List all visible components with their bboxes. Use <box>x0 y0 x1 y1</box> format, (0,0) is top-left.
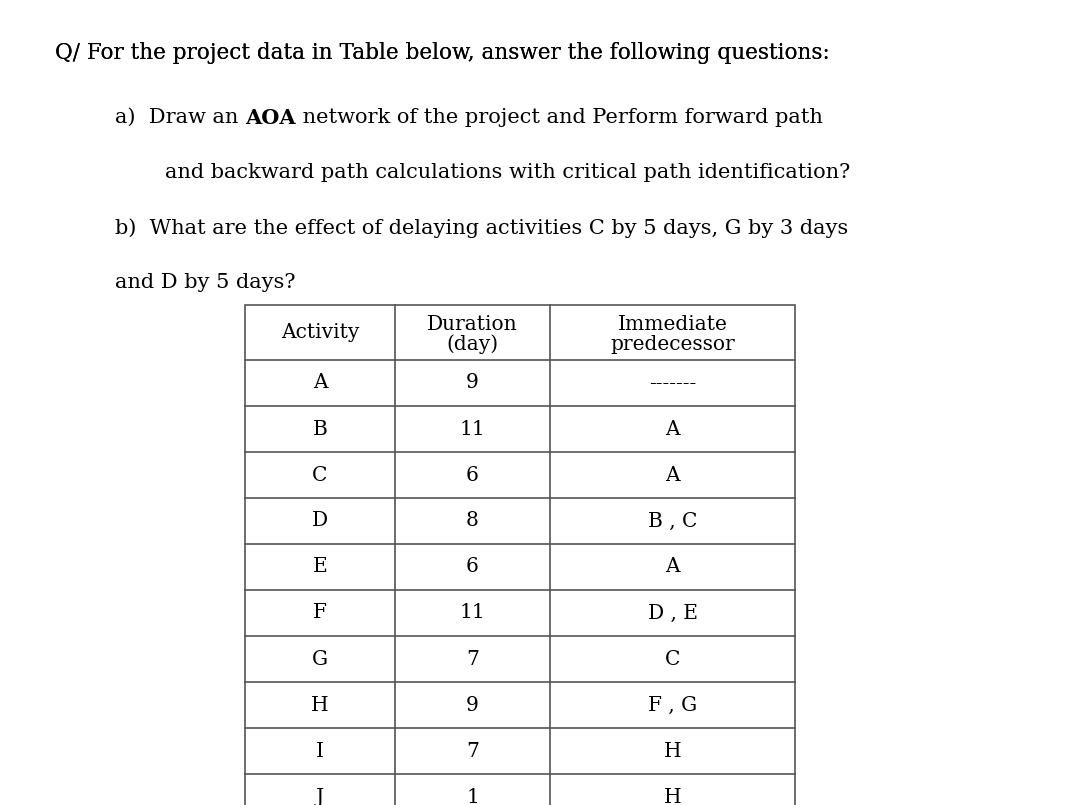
Text: H: H <box>311 696 328 715</box>
Text: 6: 6 <box>467 558 478 576</box>
Text: 11: 11 <box>460 604 485 622</box>
Text: and backward path calculations with critical path identification?: and backward path calculations with crit… <box>165 163 850 182</box>
Text: 1: 1 <box>467 787 478 805</box>
Text: H: H <box>664 787 681 805</box>
Text: 9: 9 <box>467 696 478 715</box>
Text: C: C <box>312 465 327 485</box>
Text: A: A <box>665 558 679 576</box>
Text: H: H <box>664 741 681 761</box>
Text: Activity: Activity <box>281 323 360 342</box>
Text: F , G: F , G <box>648 696 697 715</box>
Text: 11: 11 <box>460 419 485 439</box>
Text: B: B <box>312 419 327 439</box>
Text: J: J <box>316 787 324 805</box>
Text: Q/ For the project data in Table below, answer the following questions:: Q/ For the project data in Table below, … <box>55 42 829 64</box>
Text: 7: 7 <box>467 741 478 761</box>
Text: A: A <box>313 374 327 393</box>
Text: 6: 6 <box>467 465 478 485</box>
Text: G: G <box>312 650 328 668</box>
Text: predecessor: predecessor <box>610 335 734 354</box>
Text: Immediate: Immediate <box>618 315 728 334</box>
Text: AOA: AOA <box>245 108 296 128</box>
Bar <box>245 305 795 805</box>
Text: Duration: Duration <box>428 315 517 334</box>
Text: 9: 9 <box>467 374 478 393</box>
Text: Q/ For the project data in Table below, answer the following questions:: Q/ For the project data in Table below, … <box>55 42 829 64</box>
Text: -------: ------- <box>649 374 697 393</box>
Text: A: A <box>665 419 679 439</box>
Text: F: F <box>313 604 327 622</box>
Text: I: I <box>316 741 324 761</box>
Text: C: C <box>665 650 680 668</box>
Text: a)  Draw an: a) Draw an <box>114 108 245 127</box>
Text: B , C: B , C <box>648 511 698 530</box>
Text: network of the project and Perform forward path: network of the project and Perform forwa… <box>296 108 823 127</box>
Text: 8: 8 <box>467 511 478 530</box>
Text: E: E <box>312 558 327 576</box>
Text: and D by 5 days?: and D by 5 days? <box>114 273 296 292</box>
Text: 7: 7 <box>467 650 478 668</box>
Text: b)  What are the effect of delaying activities C by 5 days, G by 3 days: b) What are the effect of delaying activ… <box>114 218 848 237</box>
Text: D: D <box>312 511 328 530</box>
Text: (day): (day) <box>446 335 499 354</box>
Text: A: A <box>665 465 679 485</box>
Text: D , E: D , E <box>648 604 698 622</box>
